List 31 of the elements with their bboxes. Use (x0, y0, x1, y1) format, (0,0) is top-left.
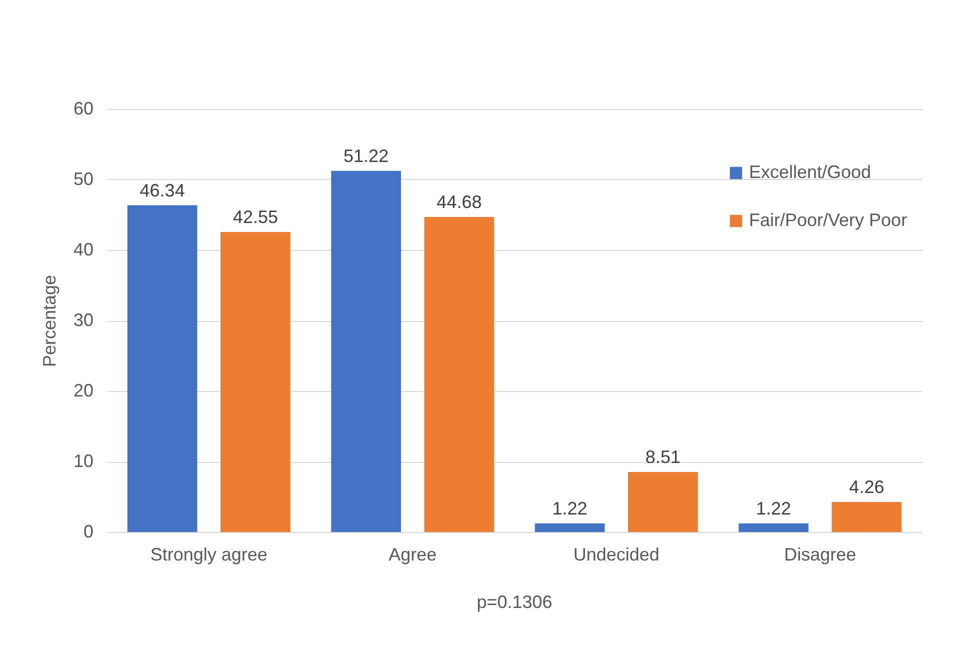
y-tick-label: 50 (73, 169, 94, 189)
y-tick-label: 10 (73, 451, 94, 471)
data-label: 1.22 (756, 498, 792, 518)
bar (220, 232, 290, 532)
y-axis-title: Percentage (39, 274, 60, 368)
data-label: 44.68 (436, 192, 482, 212)
bar (738, 523, 808, 532)
legend-label: Fair/Poor/Very Poor (749, 210, 908, 230)
bar (534, 523, 605, 532)
data-label: 51.22 (344, 146, 389, 166)
bar (628, 472, 698, 532)
legend-label: Excellent/Good (749, 162, 872, 182)
x-tick-label: Disagree (784, 544, 856, 564)
bar (424, 217, 494, 532)
y-tick-label: 60 (73, 98, 94, 118)
data-label: 4.26 (849, 476, 884, 497)
y-tick-label: 0 (83, 522, 94, 542)
text: p=0.1306 (476, 592, 552, 612)
y-tick-label: 20 (73, 380, 94, 400)
data-label: 42.55 (232, 207, 278, 228)
bar (127, 205, 198, 532)
data-label: 46.34 (140, 180, 185, 200)
y-tick-label: 40 (73, 240, 94, 260)
bar (331, 170, 401, 532)
data-label: 1.22 (552, 498, 588, 518)
bar (832, 502, 902, 532)
x-tick-label: Undecided (573, 544, 660, 564)
data-label: 8.51 (645, 447, 680, 468)
x-tick-label: Agree (388, 544, 437, 564)
x-tick-label: Strongly agree (150, 544, 268, 564)
y-tick-label: 30 (73, 310, 94, 330)
